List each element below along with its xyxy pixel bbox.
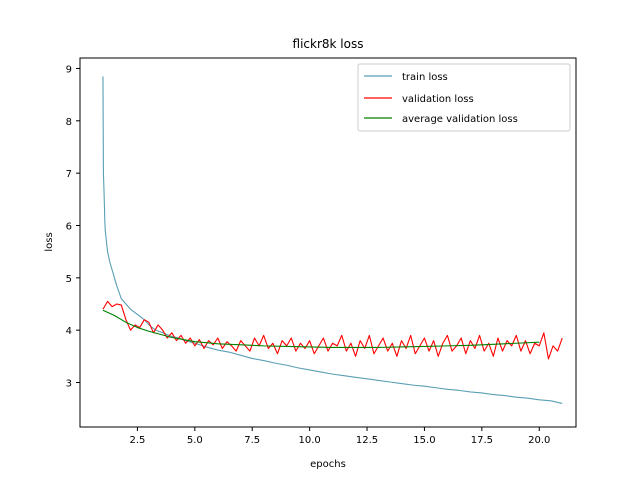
x-tick-label: 20.0 — [528, 435, 550, 446]
x-tick-label: 12.5 — [356, 435, 378, 446]
legend-label-train-loss: train loss — [402, 72, 448, 83]
y-tick-label: 9 — [66, 64, 72, 75]
plot-lines — [102, 76, 563, 404]
x-tick-label: 2.5 — [129, 435, 145, 446]
series-line-train-loss — [102, 76, 563, 404]
y-tick-label: 3 — [66, 379, 72, 390]
x-tick-label: 5.0 — [187, 435, 203, 446]
y-tick-label: 7 — [66, 169, 72, 180]
x-tick-label: 10.0 — [298, 435, 320, 446]
legend-box — [357, 63, 571, 132]
y-axis-ticks: 3 4 5 6 7 8 9 — [66, 64, 80, 390]
legend-label-average-validation-loss: average validation loss — [402, 114, 518, 125]
legend: train loss validation loss average valid… — [357, 63, 571, 132]
series-line-validation-loss — [102, 300, 563, 360]
y-tick-label: 5 — [66, 274, 72, 285]
series-line-average-validation-loss — [102, 309, 540, 348]
chart-title: flickr8k loss — [293, 37, 364, 51]
axes-frame — [79, 57, 577, 428]
y-tick-label: 6 — [66, 221, 72, 232]
x-tick-label: 15.0 — [413, 435, 435, 446]
y-tick-label: 4 — [66, 326, 72, 337]
x-axis-label: epochs — [310, 459, 346, 470]
x-tick-label: 7.5 — [244, 435, 260, 446]
y-tick-label: 8 — [66, 117, 72, 128]
y-axis-label: loss — [44, 232, 55, 251]
x-tick-label: 17.5 — [471, 435, 493, 446]
x-axis-ticks: 2.5 5.0 7.5 10.0 12.5 15.0 17.5 20.0 — [129, 427, 550, 446]
legend-label-validation-loss: validation loss — [402, 94, 474, 105]
